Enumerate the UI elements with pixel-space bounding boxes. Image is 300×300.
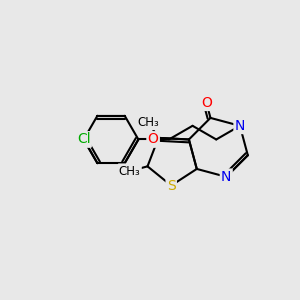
Text: N: N — [235, 119, 245, 133]
Text: S: S — [167, 178, 176, 193]
Text: CH₃: CH₃ — [137, 116, 159, 129]
Text: N: N — [221, 170, 231, 184]
Text: CH₃: CH₃ — [119, 165, 141, 178]
Text: Cl: Cl — [77, 133, 91, 146]
Text: O: O — [201, 96, 212, 110]
Text: O: O — [148, 133, 158, 146]
